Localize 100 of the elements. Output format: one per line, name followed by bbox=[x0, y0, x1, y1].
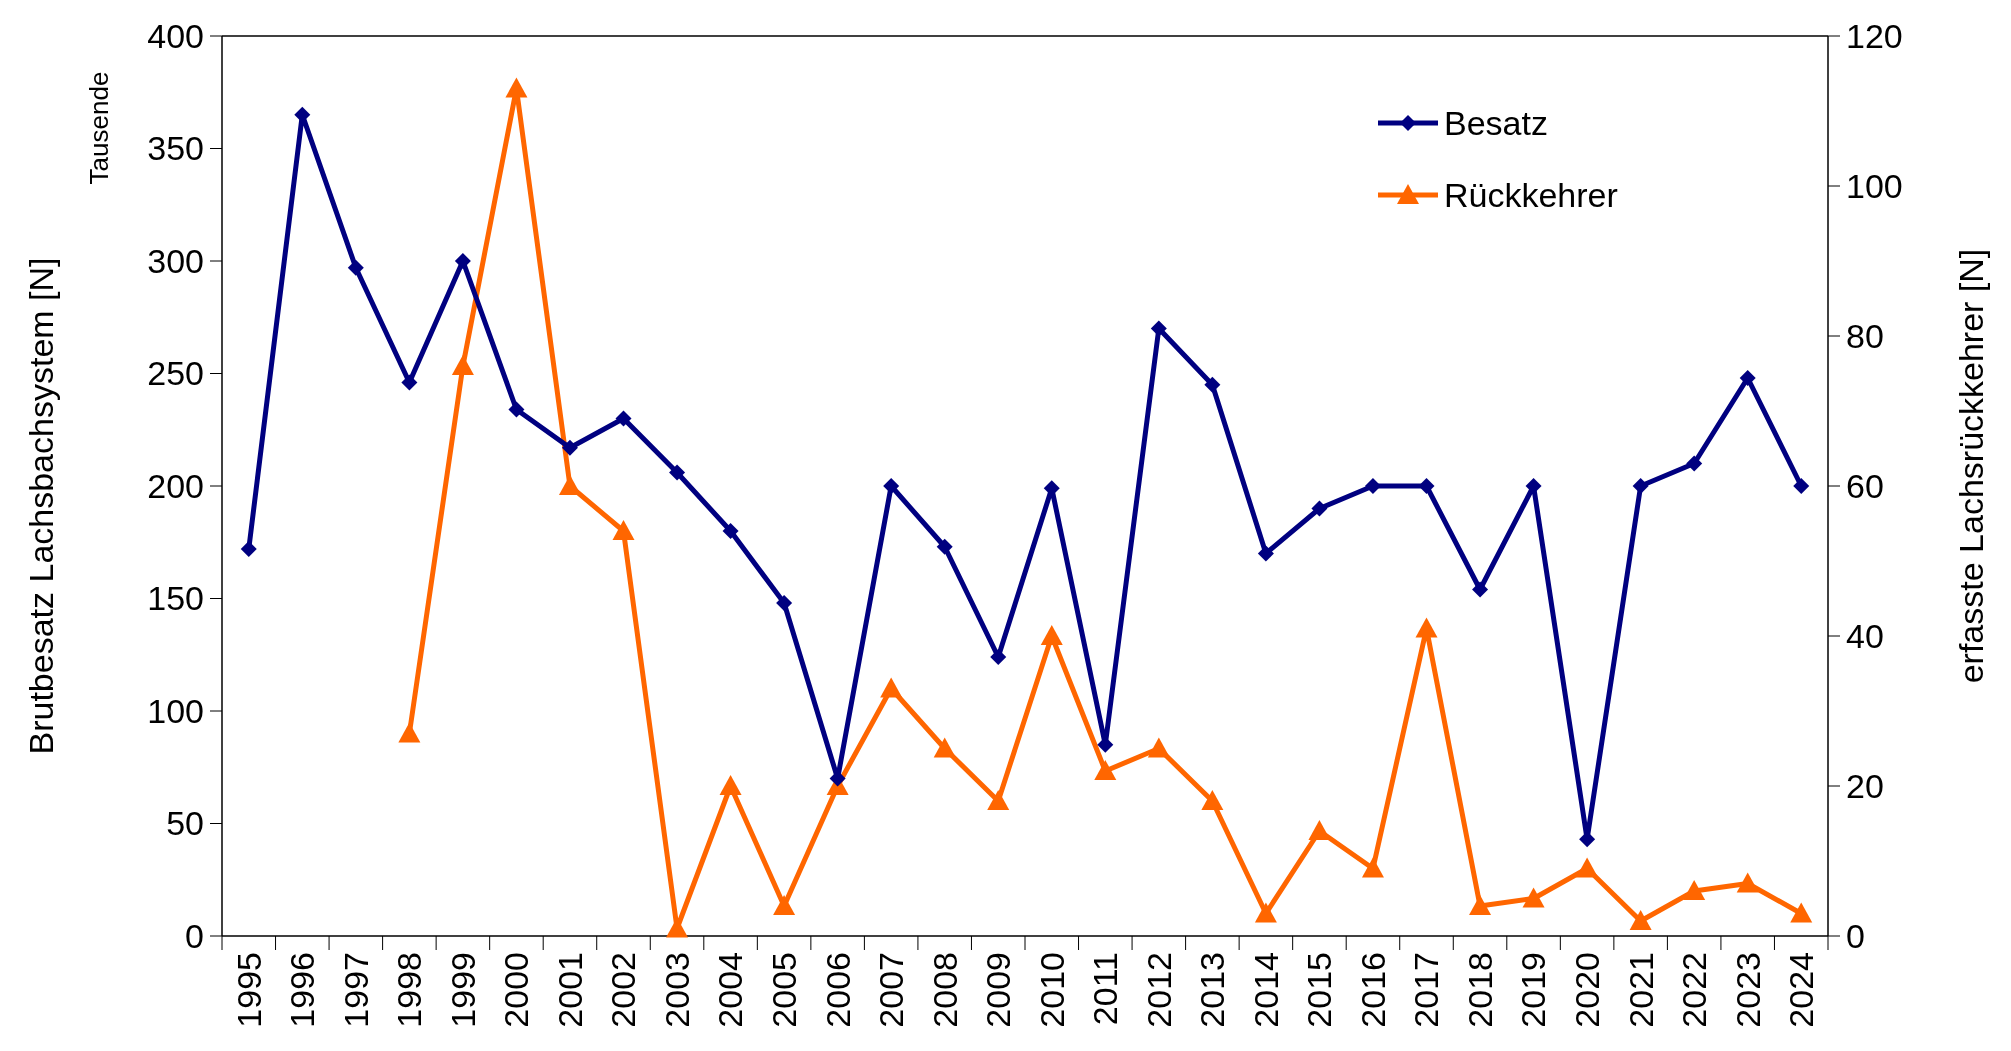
x-tick-label: 2009 bbox=[979, 952, 1018, 1028]
point bbox=[1257, 545, 1274, 562]
point bbox=[1254, 902, 1277, 923]
point bbox=[1686, 455, 1703, 472]
x-tick-label: 2012 bbox=[1139, 952, 1178, 1028]
x-tick-label: 2019 bbox=[1514, 952, 1553, 1028]
point bbox=[1629, 910, 1652, 930]
x-tick-label: 2007 bbox=[872, 952, 911, 1028]
point bbox=[1147, 737, 1170, 758]
x-tick-label: 2001 bbox=[550, 952, 589, 1028]
point bbox=[1040, 625, 1063, 645]
y2-tick-label: 80 bbox=[1846, 316, 1884, 355]
point bbox=[719, 775, 742, 795]
x-tick-label: 2006 bbox=[818, 952, 857, 1028]
point bbox=[1201, 790, 1224, 810]
point bbox=[883, 478, 900, 494]
point bbox=[451, 355, 474, 375]
y-tick-label: 50 bbox=[166, 804, 204, 843]
x-tick-label: 2013 bbox=[1193, 952, 1232, 1028]
point bbox=[561, 439, 578, 456]
y2-tick-label: 120 bbox=[1846, 16, 1903, 55]
x-tick-label: 1997 bbox=[336, 952, 375, 1028]
point bbox=[773, 895, 796, 915]
point bbox=[1522, 887, 1545, 908]
x-tick-label: 2016 bbox=[1353, 952, 1392, 1028]
y2-tick-label: 60 bbox=[1846, 466, 1884, 505]
point bbox=[776, 595, 793, 611]
y2-axis-title: erfasste Lachsrückkehrer [N] bbox=[1952, 248, 1990, 684]
point bbox=[933, 737, 956, 758]
point bbox=[615, 410, 632, 427]
x-tick-label: 1996 bbox=[283, 952, 322, 1028]
x-tick-label: 2003 bbox=[657, 952, 696, 1028]
y-tick-label: 300 bbox=[147, 241, 204, 280]
point bbox=[1364, 478, 1381, 494]
point bbox=[1469, 895, 1492, 915]
y2-tick-label: 20 bbox=[1846, 766, 1884, 805]
y-axis-title: Brutbesatz Lachsbachsystem [N] bbox=[22, 257, 60, 755]
point bbox=[1308, 820, 1331, 840]
x-tick-label: 2023 bbox=[1728, 952, 1767, 1028]
y2-tick-label: 100 bbox=[1846, 166, 1903, 205]
x-tick-label: 2014 bbox=[1246, 952, 1285, 1028]
point bbox=[558, 475, 581, 495]
x-tick-label: 1998 bbox=[390, 952, 429, 1028]
point bbox=[1790, 902, 1813, 923]
point bbox=[1576, 857, 1599, 878]
y2-tick-label: 40 bbox=[1846, 616, 1884, 655]
x-tick-label: 2022 bbox=[1675, 952, 1714, 1028]
point bbox=[454, 253, 471, 269]
x-tick-label: 2021 bbox=[1621, 952, 1660, 1028]
point bbox=[1150, 320, 1167, 337]
y-tick-label: 150 bbox=[147, 579, 204, 618]
point bbox=[880, 677, 903, 698]
point bbox=[936, 538, 953, 555]
x-tick-label: 2008 bbox=[925, 952, 964, 1028]
x-tick-label: 2000 bbox=[497, 952, 536, 1028]
x-tick-label: 2020 bbox=[1568, 952, 1606, 1028]
y-tick-label: 350 bbox=[147, 129, 204, 168]
point bbox=[987, 790, 1010, 810]
point bbox=[1204, 376, 1221, 393]
x-tick-label: 2011 bbox=[1086, 952, 1125, 1026]
x-tick-label: 2002 bbox=[604, 952, 643, 1028]
x-tick-label: 2024 bbox=[1782, 952, 1821, 1028]
y-tick-label: 100 bbox=[147, 691, 204, 730]
point bbox=[1472, 581, 1489, 598]
x-tick-label: 2004 bbox=[711, 952, 750, 1028]
point bbox=[612, 520, 635, 540]
point bbox=[240, 541, 257, 557]
point bbox=[1632, 478, 1649, 494]
point bbox=[1683, 880, 1706, 900]
x-tick-label: 2005 bbox=[765, 952, 803, 1028]
point bbox=[401, 374, 418, 391]
point bbox=[1418, 478, 1435, 494]
point bbox=[347, 259, 364, 276]
y-tick-label: 250 bbox=[147, 354, 204, 393]
point bbox=[722, 523, 739, 539]
point bbox=[1736, 872, 1759, 893]
x-tick-label: 2010 bbox=[1032, 952, 1071, 1028]
y-tick-label: 200 bbox=[147, 466, 204, 505]
y-tick-label: 400 bbox=[147, 16, 204, 55]
legend-label: Rückkehrer bbox=[1444, 175, 1618, 214]
x-tick-label: 2015 bbox=[1300, 952, 1339, 1028]
point bbox=[505, 77, 528, 98]
point bbox=[1793, 478, 1810, 494]
x-tick-label: 1999 bbox=[443, 952, 482, 1028]
text: Tausende bbox=[84, 71, 114, 185]
point bbox=[1311, 500, 1328, 517]
x-tick-label: 2017 bbox=[1407, 952, 1446, 1028]
y2-tick-label: 0 bbox=[1846, 916, 1865, 955]
point bbox=[508, 401, 525, 418]
x-tick-label: 1995 bbox=[229, 952, 268, 1028]
point bbox=[669, 464, 686, 481]
point bbox=[1361, 857, 1384, 878]
legend-label: Besatz bbox=[1444, 103, 1548, 142]
point bbox=[990, 649, 1007, 665]
point bbox=[1739, 370, 1756, 386]
y-tick-label: 0 bbox=[185, 916, 204, 955]
point bbox=[398, 722, 421, 743]
point bbox=[1415, 617, 1438, 638]
x-tick-label: 2018 bbox=[1460, 952, 1499, 1028]
point bbox=[1094, 760, 1117, 780]
